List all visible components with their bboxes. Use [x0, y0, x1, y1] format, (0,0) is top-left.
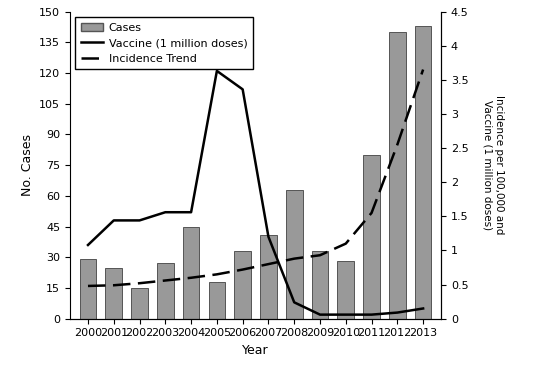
Bar [337, 262, 354, 319]
Bar [183, 227, 200, 319]
Bar [157, 263, 174, 319]
Bar [286, 190, 302, 319]
Bar [312, 251, 328, 319]
Y-axis label: Incidence per 100,000 and
Vaccine (1 million doses): Incidence per 100,000 and Vaccine (1 mil… [483, 96, 504, 235]
X-axis label: Year: Year [242, 344, 269, 357]
Y-axis label: No. Cases: No. Cases [20, 134, 33, 196]
Bar [105, 268, 122, 319]
Bar [131, 288, 148, 319]
Legend: Cases, Vaccine (1 million doses), Incidence Trend: Cases, Vaccine (1 million doses), Incide… [75, 17, 253, 69]
Bar [260, 235, 277, 319]
Bar [389, 32, 406, 319]
Bar [363, 155, 380, 319]
Bar [234, 251, 251, 319]
Bar [209, 282, 225, 319]
Bar [80, 259, 96, 319]
Bar [415, 26, 431, 319]
